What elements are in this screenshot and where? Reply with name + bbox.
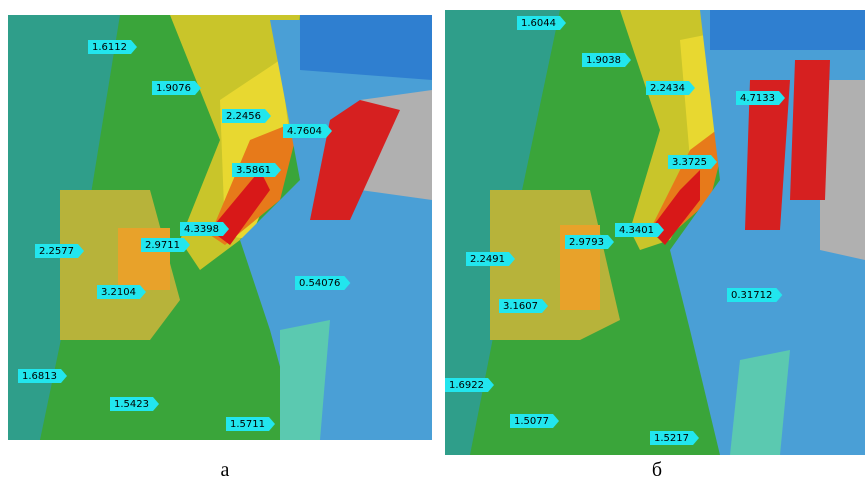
value-tag: 1.9038: [582, 53, 631, 67]
value-tag: 1.6044: [517, 16, 566, 30]
value-label: 1.5711: [230, 419, 265, 430]
value-tag: 1.6922: [445, 378, 494, 392]
value-label: 0.54076: [299, 278, 340, 289]
value-label: 2.2491: [470, 254, 505, 265]
value-label: 0.31712: [731, 290, 772, 301]
value-tag: 1.5711: [226, 417, 275, 431]
value-tag: 2.2434: [646, 81, 695, 95]
value-tag: 1.6112: [88, 40, 137, 54]
value-tag: 3.5861: [232, 163, 281, 177]
value-label: 1.9038: [586, 55, 621, 66]
caption: а: [221, 459, 230, 480]
value-label: 4.3398: [184, 224, 219, 235]
value-tag: 1.5217: [650, 431, 699, 445]
value-tag: 1.9076: [152, 81, 201, 95]
value-label: 4.7133: [740, 93, 775, 104]
value-label: 1.6813: [22, 371, 57, 382]
value-label: 1.9076: [156, 83, 191, 94]
caption: б: [652, 459, 662, 480]
value-label: 3.2104: [101, 287, 136, 298]
value-label: 2.9793: [569, 237, 604, 248]
value-label: 1.5077: [514, 416, 549, 427]
value-label: 2.2456: [226, 111, 261, 122]
value-tag: 2.9793: [565, 235, 614, 249]
value-label: 2.2577: [39, 246, 74, 257]
value-label: 2.2434: [650, 83, 685, 94]
value-tag: 4.7133: [736, 91, 785, 105]
value-tag: 1.6813: [18, 369, 67, 383]
value-label: 3.1607: [503, 301, 538, 312]
value-label: 2.9711: [145, 240, 180, 251]
value-tag: 0.54076: [295, 276, 350, 290]
value-tag: 0.31712: [727, 288, 782, 302]
value-tag: 4.7604: [283, 124, 332, 138]
value-label: 1.6112: [92, 42, 127, 53]
value-tag: 3.1607: [499, 299, 548, 313]
value-tag: 3.3725: [668, 155, 717, 169]
value-label: 4.7604: [287, 126, 322, 137]
value-tag: 2.2491: [466, 252, 515, 266]
value-label: 1.5217: [654, 433, 689, 444]
value-label: 1.6922: [449, 380, 484, 391]
value-tag: 3.2104: [97, 285, 146, 299]
value-tag: 1.5423: [110, 397, 159, 411]
value-label: 3.5861: [236, 165, 271, 176]
value-tag: 4.3398: [180, 222, 229, 236]
value-tag: 2.2456: [222, 109, 271, 123]
value-label: 4.3401: [619, 225, 654, 236]
value-label: 3.3725: [672, 157, 707, 168]
value-label: 1.5423: [114, 399, 149, 410]
value-tag: 2.2577: [35, 244, 84, 258]
value-label: 1.6044: [521, 18, 556, 29]
value-tag: 2.9711: [141, 238, 190, 252]
value-tag: 1.5077: [510, 414, 559, 428]
value-tag: 4.3401: [615, 223, 664, 237]
figure: 1.6112 1.9076 2.2456 3.5861 4.7604 4.3398 2.97…: [0, 0, 865, 480]
